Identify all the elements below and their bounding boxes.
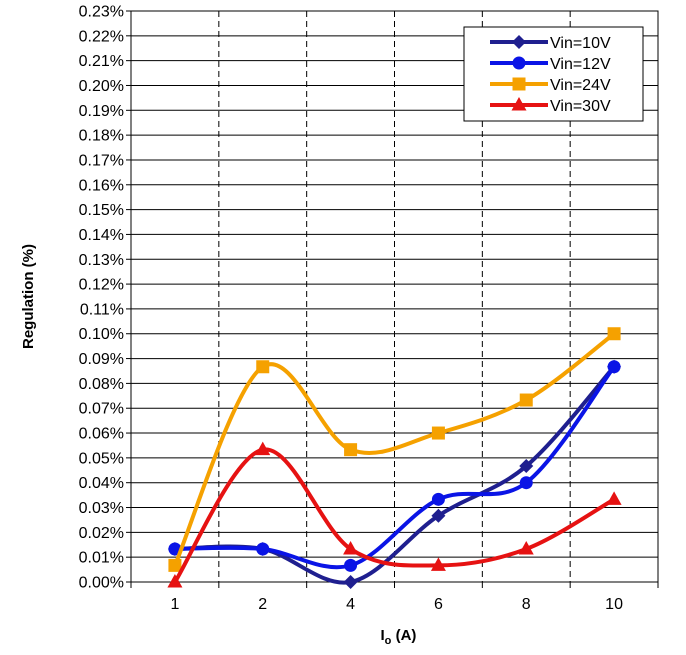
x-axis-ticks: 1 2 4 6 8 10 (130, 582, 659, 613)
x-tick-label: 8 (522, 596, 531, 613)
data-point (519, 393, 533, 407)
data-point (431, 426, 445, 440)
y-tick-label: 0.04% (79, 475, 124, 492)
legend-label: Vin=30V (550, 98, 611, 115)
legend-label: Vin=10V (550, 35, 611, 52)
data-point (256, 542, 270, 556)
x-axis-title-main: I (381, 627, 385, 644)
y-tick-label: 0.19% (79, 103, 124, 120)
y-tick-label: 0.09% (79, 351, 124, 368)
x-axis-title-subscript: o (385, 635, 392, 647)
y-tick-label: 0.11% (80, 301, 124, 318)
series-layer (167, 327, 622, 589)
y-tick-label: 0.17% (79, 152, 124, 169)
data-point (255, 441, 271, 456)
y-tick-label: 0.13% (79, 252, 124, 269)
x-axis-title: Io (A) (381, 627, 417, 647)
x-tick-label: 10 (605, 596, 623, 613)
series-vin-30v (167, 441, 622, 588)
data-point (343, 575, 358, 589)
y-tick-label: 0.08% (79, 376, 124, 393)
legend-swatch-marker (512, 35, 526, 49)
data-point (431, 508, 446, 523)
y-tick-label: 0.01% (79, 550, 124, 567)
data-point (430, 557, 446, 571)
x-tick-label: 2 (258, 596, 267, 613)
legend-label: Vin=12V (550, 56, 611, 73)
data-point (606, 491, 622, 505)
legend-item: Vin=30V (490, 97, 611, 115)
y-tick-label: 0.07% (79, 401, 124, 418)
legend-swatch-marker (511, 97, 527, 111)
y-tick-label: 0.18% (79, 128, 124, 145)
y-tick-label: 0.00% (79, 575, 124, 592)
data-point (343, 540, 359, 555)
y-tick-label: 0.10% (79, 326, 124, 343)
y-tick-label: 0.21% (79, 53, 124, 70)
y-tick-label: 0.23% (79, 4, 124, 21)
data-point (519, 459, 534, 474)
y-tick-label: 0.22% (79, 28, 124, 45)
data-point (344, 443, 358, 457)
x-axis-title-rest: (A) (391, 627, 416, 644)
data-point (518, 540, 534, 555)
y-axis-title: Regulation (%) (20, 244, 37, 349)
y-tick-label: 0.20% (79, 78, 124, 95)
legend-label: Vin=24V (550, 77, 611, 94)
y-tick-label: 0.16% (79, 177, 124, 194)
x-tick-label: 6 (434, 596, 443, 613)
legend-item: Vin=24V (490, 77, 611, 94)
legend-swatch-marker (512, 56, 526, 70)
x-tick-label: 4 (346, 596, 355, 613)
legend-swatch-marker (512, 77, 526, 91)
legend-item: Vin=10V (490, 35, 611, 52)
data-point (607, 327, 621, 341)
data-point (167, 574, 183, 588)
y-tick-label: 0.05% (79, 450, 124, 467)
y-tick-label: 0.15% (79, 202, 124, 219)
y-tick-label: 0.02% (79, 525, 124, 542)
y-tick-label: 0.12% (79, 277, 124, 294)
series-line (173, 447, 616, 584)
y-axis-ticks: 0.00% 0.01% 0.02% 0.03% 0.04% 0.05% 0.06% 0.07%… (79, 4, 131, 592)
series-vin-24v (168, 327, 621, 572)
y-tick-label: 0.03% (79, 500, 124, 517)
data-point (607, 360, 621, 374)
y-tick-label: 0.06% (79, 426, 124, 443)
legend-item: Vin=12V (490, 56, 611, 73)
series-vin-12v (168, 360, 621, 572)
x-tick-label: 1 (170, 596, 179, 613)
data-point (431, 492, 445, 506)
data-point (344, 558, 358, 572)
y-tick-label: 0.14% (79, 227, 124, 244)
legend: Vin=10V Vin=12V Vin=24V Vin=30V (463, 26, 644, 122)
data-point (168, 558, 182, 572)
data-point (519, 476, 533, 490)
data-point (256, 360, 270, 374)
